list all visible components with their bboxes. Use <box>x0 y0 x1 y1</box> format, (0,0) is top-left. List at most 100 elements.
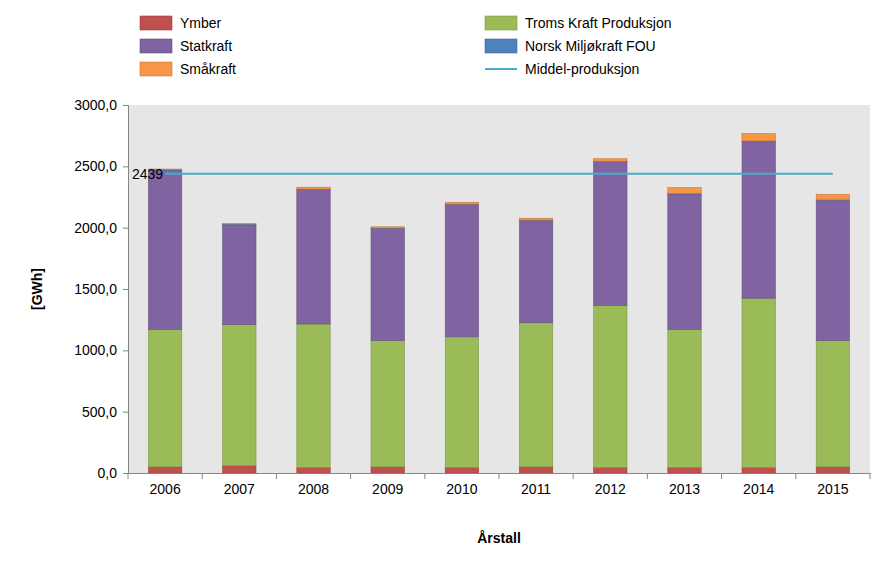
legend-label: Ymber <box>180 15 222 31</box>
y-tick-label: 3000,0 <box>74 97 117 113</box>
bar <box>668 188 701 194</box>
x-tick: 2009 <box>372 473 403 497</box>
bar <box>742 134 775 141</box>
x-tick-label: 2008 <box>298 481 329 497</box>
legend-item: Småkraft <box>140 61 236 77</box>
y-tick: 0,0 <box>98 465 128 481</box>
bar <box>371 228 404 340</box>
x-separator <box>350 473 351 479</box>
y-tick-mark <box>123 412 128 413</box>
y-tick-label: 0,0 <box>98 465 118 481</box>
bar <box>816 200 849 340</box>
y-tick-mark <box>123 166 128 167</box>
x-tick: 2013 <box>669 473 700 497</box>
bar <box>594 306 627 468</box>
x-tick-label: 2012 <box>595 481 626 497</box>
bar <box>223 223 256 224</box>
y-tick: 2000,0 <box>74 220 128 236</box>
legend-swatch <box>485 39 517 53</box>
y-tick-mark <box>123 350 128 351</box>
x-separator <box>128 473 129 479</box>
bar <box>297 190 330 324</box>
y-tick: 1000,0 <box>74 342 128 358</box>
y-axis-line <box>123 106 129 474</box>
x-tick-label: 2006 <box>150 481 181 497</box>
x-tick: 2010 <box>446 473 477 497</box>
bar-series <box>148 141 849 228</box>
legend-label: Småkraft <box>180 61 236 77</box>
bar <box>223 224 256 225</box>
y-tick-label: 1000,0 <box>74 342 117 358</box>
bar <box>148 467 181 473</box>
marks <box>148 134 849 473</box>
x-axis: 2006 2007 2008 2009 2010 2011 2012 2013 2014 2015 <box>129 473 871 497</box>
x-tick-label: 2014 <box>743 481 774 497</box>
bar <box>594 467 627 473</box>
legend-swatch <box>140 62 172 76</box>
legend-item: Norsk Miljøkraft FOU <box>485 38 656 54</box>
x-tick: 2007 <box>224 473 255 497</box>
bar <box>371 227 404 228</box>
y-tick: 3000,0 <box>74 97 128 113</box>
bar <box>816 194 849 200</box>
y-tick-label: 2000,0 <box>74 220 117 236</box>
x-tick-label: 2009 <box>372 481 403 497</box>
x-tick-label: 2011 <box>521 481 551 497</box>
bar <box>445 202 478 204</box>
y-tick-label: 1500,0 <box>74 281 117 297</box>
bar <box>445 467 478 473</box>
bar <box>668 467 701 473</box>
bar <box>594 159 627 161</box>
bar <box>148 171 181 330</box>
bar <box>297 324 330 468</box>
bar <box>223 325 256 466</box>
bar-series <box>148 141 849 340</box>
bar <box>223 225 256 324</box>
x-separator <box>499 473 500 479</box>
bar <box>371 228 404 229</box>
x-separator <box>424 473 425 479</box>
y-axis: 0,0500,01000,01500,02000,02500,03000,0 <box>74 97 128 481</box>
bar-series <box>148 134 849 228</box>
y-tick: 500,0 <box>82 404 128 420</box>
x-tick: 2015 <box>817 473 848 497</box>
legend: Ymber Troms Kraft Produksjon Statkraft Nors… <box>140 15 672 77</box>
bar <box>668 194 701 330</box>
x-separator <box>721 473 722 479</box>
plot-area <box>128 105 870 473</box>
legend-item: Troms Kraft Produksjon <box>485 15 672 31</box>
y-axis-title: [GWh] <box>29 268 45 310</box>
legend-label: Troms Kraft Produksjon <box>525 15 672 31</box>
x-axis-title: Årstall <box>477 530 521 546</box>
bar <box>148 329 181 466</box>
x-separator <box>870 473 871 479</box>
legend-label: Statkraft <box>180 38 232 54</box>
bar <box>742 298 775 467</box>
x-separator <box>647 473 648 479</box>
bar <box>297 467 330 473</box>
x-tick-label: 2015 <box>817 481 848 497</box>
legend-swatch <box>485 16 517 30</box>
mean-line <box>165 173 833 175</box>
y-tick-mark <box>123 105 128 106</box>
x-separator <box>795 473 796 479</box>
x-tick: 2011 <box>521 473 551 497</box>
legend-swatch <box>140 39 172 53</box>
bar <box>519 467 552 473</box>
legend-item: Ymber <box>140 15 222 31</box>
x-tick: 2012 <box>595 473 626 497</box>
x-separator <box>202 473 203 479</box>
y-tick-mark <box>123 289 128 290</box>
legend-swatch <box>140 16 172 30</box>
x-tick: 2014 <box>743 473 774 497</box>
bar <box>668 329 701 467</box>
y-tick-mark <box>123 473 128 474</box>
x-tick-label: 2007 <box>224 481 255 497</box>
bar <box>445 204 478 336</box>
bar <box>371 341 404 467</box>
bar <box>816 467 849 473</box>
bar <box>742 141 775 298</box>
bar <box>519 220 552 322</box>
bar <box>519 323 552 467</box>
legend-item: Statkraft <box>140 38 232 54</box>
